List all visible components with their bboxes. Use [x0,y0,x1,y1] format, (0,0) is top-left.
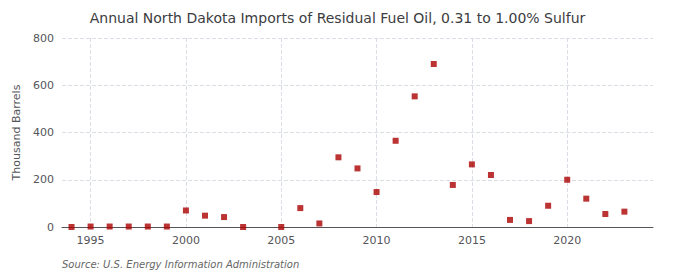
svg-text:2000: 2000 [172,234,200,247]
svg-text:800: 800 [33,32,54,45]
svg-text:Source: U.S. Energy Informatio: Source: U.S. Energy Information Administ… [62,259,299,270]
svg-text:200: 200 [33,173,54,186]
svg-text:2015: 2015 [458,234,486,247]
svg-text:1995: 1995 [77,234,105,247]
svg-text:600: 600 [33,79,54,92]
svg-text:0: 0 [47,221,54,234]
svg-text:2020: 2020 [553,234,581,247]
svg-text:2005: 2005 [267,234,295,247]
svg-text:Thousand Barrels: Thousand Barrels [10,84,23,181]
svg-text:2010: 2010 [363,234,391,247]
svg-text:400: 400 [33,126,54,139]
svg-text:Annual North Dakota Imports of: Annual North Dakota Imports of Residual … [90,10,586,26]
